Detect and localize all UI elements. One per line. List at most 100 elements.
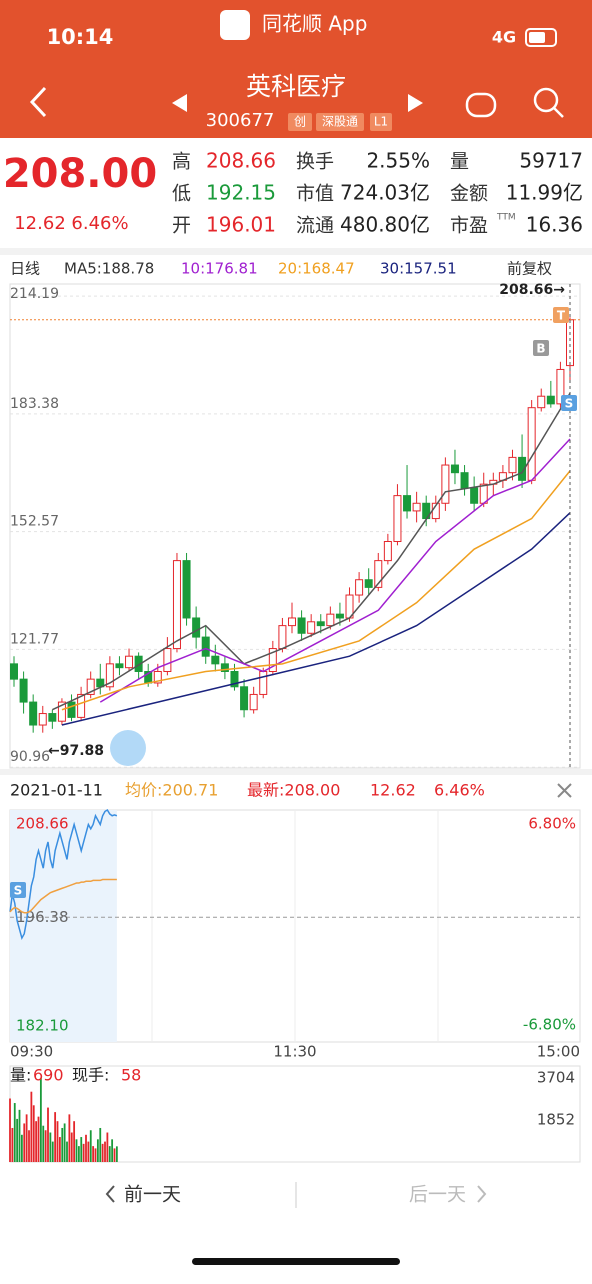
candle-body bbox=[48, 713, 57, 722]
prev-day[interactable]: 前一天 bbox=[124, 1184, 181, 1206]
candle-body bbox=[38, 713, 47, 726]
avg-price: 均价:200.71 bbox=[125, 781, 218, 800]
candle-body bbox=[326, 613, 335, 627]
adjust-button[interactable]: 前复权 bbox=[507, 260, 552, 278]
volume-bar bbox=[80, 1137, 83, 1162]
volume-bar bbox=[42, 1125, 45, 1162]
x-tick-label: 09:30 bbox=[10, 1043, 53, 1061]
volume-label: 量: bbox=[10, 1066, 31, 1085]
high-note: 208.66→ bbox=[499, 282, 565, 298]
tag-bg bbox=[316, 113, 364, 131]
volume-bar bbox=[115, 1146, 118, 1162]
candle-body bbox=[374, 560, 383, 588]
ma-line bbox=[61, 470, 571, 711]
y-tick-label: 183.38 bbox=[10, 396, 59, 412]
candle-body bbox=[316, 621, 325, 627]
volume-bar bbox=[32, 1105, 35, 1162]
trade-marker-label: S bbox=[565, 397, 574, 411]
candle-body bbox=[527, 407, 536, 481]
prev-stock[interactable] bbox=[172, 94, 187, 112]
next-day[interactable]: 后一天 bbox=[409, 1184, 466, 1206]
field-label: 市值 bbox=[296, 183, 334, 205]
volume-bar bbox=[23, 1123, 26, 1162]
volume-bar bbox=[13, 1103, 16, 1162]
candle-body bbox=[182, 560, 191, 619]
candle-body bbox=[125, 655, 134, 669]
app-name: 同花顺 App bbox=[262, 12, 367, 36]
price: 208.00 bbox=[3, 151, 157, 197]
field-label: 低 bbox=[172, 183, 191, 205]
y-tick-label: 1852 bbox=[537, 1111, 575, 1129]
volume-bar bbox=[11, 1127, 14, 1162]
field-value: 16.36 bbox=[526, 213, 583, 237]
volume-bar bbox=[54, 1112, 57, 1162]
candle-body bbox=[355, 579, 364, 596]
volume-bar bbox=[111, 1139, 114, 1162]
trade-marker bbox=[533, 340, 549, 356]
next-stock[interactable] bbox=[408, 94, 423, 112]
candle-body bbox=[211, 655, 220, 665]
candle-body bbox=[67, 701, 76, 718]
field-label: 市盈 bbox=[450, 215, 488, 237]
candle-body bbox=[115, 663, 124, 669]
latest-price: 最新:208.00 bbox=[247, 781, 340, 800]
pct-tick: -6.80% bbox=[523, 1016, 576, 1034]
search-button[interactable] bbox=[533, 87, 559, 113]
volume-bar bbox=[92, 1146, 95, 1162]
candle-body bbox=[460, 472, 469, 489]
candle-body bbox=[403, 495, 412, 512]
back-button[interactable] bbox=[29, 86, 47, 118]
field-value: 2.55% bbox=[366, 149, 430, 173]
volume-bar bbox=[47, 1107, 49, 1162]
date: 2021-01-11 bbox=[10, 781, 103, 800]
candle-body bbox=[77, 693, 86, 718]
volume-bar bbox=[18, 1109, 21, 1162]
volume-bar bbox=[87, 1141, 90, 1162]
divider bbox=[0, 769, 592, 775]
volume-bar bbox=[61, 1127, 64, 1162]
candle-body bbox=[546, 395, 555, 405]
trade-marker-label: B bbox=[536, 342, 545, 356]
volume-bar bbox=[35, 1121, 38, 1162]
expand-button[interactable] bbox=[110, 730, 146, 766]
volume-bar bbox=[101, 1143, 104, 1162]
field-value: 192.15 bbox=[206, 181, 276, 205]
ma-line bbox=[61, 512, 571, 726]
pct-tick: 6.80% bbox=[528, 815, 576, 833]
candle-body bbox=[383, 541, 392, 562]
candle-body bbox=[172, 560, 181, 650]
candle-body bbox=[518, 456, 527, 481]
volume-bar bbox=[51, 1141, 54, 1162]
volume-value: 690 bbox=[33, 1066, 64, 1085]
volume-bar bbox=[9, 1098, 11, 1162]
volume-bar bbox=[63, 1123, 66, 1162]
field-value: 208.66 bbox=[206, 149, 276, 173]
volume-bar bbox=[113, 1148, 116, 1162]
candle-body bbox=[450, 464, 459, 474]
field-label: 高 bbox=[172, 151, 191, 173]
close-button[interactable] bbox=[557, 783, 572, 798]
candle-body bbox=[259, 670, 268, 695]
candle-body bbox=[249, 693, 258, 711]
home-indicator bbox=[192, 1258, 400, 1265]
robot-button[interactable] bbox=[465, 92, 497, 118]
field-label: 换手 bbox=[296, 151, 334, 173]
candle-body bbox=[230, 670, 239, 688]
volume-bar bbox=[77, 1146, 80, 1162]
battery bbox=[525, 28, 557, 47]
average-line bbox=[9, 878, 117, 914]
pct: 6.46% bbox=[434, 781, 485, 800]
y-tick-label: 196.38 bbox=[16, 908, 69, 926]
x-tick-label: 15:00 bbox=[537, 1043, 580, 1061]
change: 12.62 bbox=[14, 213, 66, 234]
candle-body bbox=[19, 678, 28, 703]
tag: 创 bbox=[294, 115, 306, 129]
ma-line bbox=[52, 392, 571, 711]
candle-body bbox=[364, 579, 373, 588]
candle-body bbox=[134, 655, 143, 672]
battery-level bbox=[529, 32, 545, 43]
ma-legend: 20:168.47 bbox=[278, 260, 355, 278]
tag: 深股通 bbox=[322, 115, 358, 129]
